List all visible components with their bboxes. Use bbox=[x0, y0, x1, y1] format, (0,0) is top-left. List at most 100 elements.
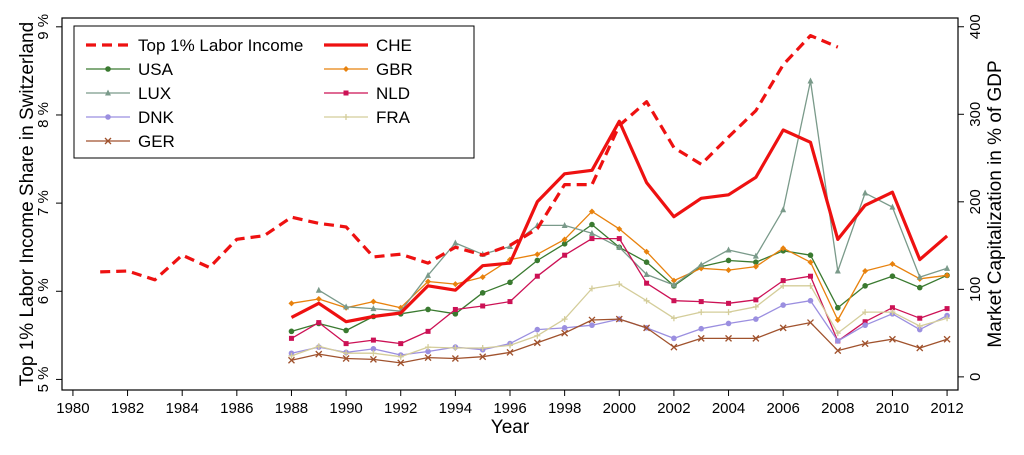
x-tick-label: 1984 bbox=[166, 400, 199, 417]
data-point-ger bbox=[315, 350, 323, 358]
data-point-nld bbox=[917, 315, 923, 321]
data-point-nld bbox=[671, 298, 677, 304]
legend-marker-dnk bbox=[105, 114, 111, 120]
data-point-ger bbox=[943, 335, 951, 343]
data-point-nld bbox=[425, 328, 431, 334]
x-tick-label: 2010 bbox=[876, 400, 909, 417]
data-point-nld bbox=[316, 320, 322, 326]
data-point-ger bbox=[342, 355, 350, 362]
data-point-gbr bbox=[752, 263, 759, 270]
data-point-gbr bbox=[479, 274, 486, 281]
legend-marker-nld bbox=[343, 90, 349, 96]
legend-label-top-1-labor-income: Top 1% Labor Income bbox=[138, 36, 303, 55]
data-point-fra bbox=[944, 315, 951, 322]
x-tick-label: 2000 bbox=[603, 400, 636, 417]
series-che bbox=[290, 119, 949, 324]
data-point-lux bbox=[834, 267, 841, 274]
data-point-nld bbox=[480, 303, 486, 309]
data-point-fra bbox=[397, 353, 404, 360]
data-point-ger bbox=[834, 347, 842, 355]
data-point-nld bbox=[452, 306, 458, 312]
data-point-lux bbox=[916, 273, 923, 280]
data-point-gbr bbox=[807, 259, 814, 266]
data-point-dnk bbox=[534, 326, 541, 333]
series-line-top-1-labor-income bbox=[100, 33, 839, 282]
data-point-nld bbox=[889, 305, 895, 311]
data-point-lux bbox=[315, 286, 322, 293]
data-point-lux bbox=[343, 303, 350, 310]
data-point-nld bbox=[288, 335, 294, 341]
data-point-nld bbox=[370, 337, 376, 343]
data-point-fra bbox=[588, 285, 595, 292]
data-point-usa bbox=[643, 259, 650, 266]
x-tick-label: 1988 bbox=[275, 400, 308, 417]
data-point-lux bbox=[507, 242, 513, 249]
data-point-ger bbox=[916, 344, 924, 352]
data-point-nld bbox=[534, 273, 540, 279]
x-tick-label: 1986 bbox=[220, 400, 253, 417]
data-point-ger bbox=[506, 348, 514, 356]
data-point-gbr bbox=[452, 281, 459, 288]
x-axis-title: Year bbox=[491, 417, 530, 438]
data-point-usa bbox=[725, 257, 732, 264]
data-point-fra bbox=[288, 352, 295, 359]
data-point-gbr bbox=[288, 300, 295, 307]
x-tick-label: 2006 bbox=[766, 400, 799, 417]
data-point-nld bbox=[780, 278, 786, 284]
y-right-tick-label: 0 bbox=[967, 373, 984, 381]
y-left-tick-label: 8 % bbox=[35, 102, 52, 128]
data-point-dnk bbox=[807, 297, 814, 304]
legend-box bbox=[73, 25, 475, 159]
data-point-nld bbox=[807, 273, 813, 279]
legend-marker-ger bbox=[104, 137, 112, 145]
data-point-gbr bbox=[370, 298, 377, 305]
y-axis-left-title: Top 1% Labor Income Share in Switzerland bbox=[17, 22, 38, 386]
data-point-usa bbox=[589, 221, 595, 228]
data-point-gbr bbox=[425, 278, 432, 285]
data-point-lux bbox=[370, 305, 377, 312]
data-point-gbr bbox=[780, 245, 787, 252]
data-point-fra bbox=[807, 282, 814, 289]
data-point-ger bbox=[670, 343, 678, 351]
x-tick-label: 1996 bbox=[493, 400, 526, 417]
data-point-gbr bbox=[862, 267, 869, 274]
data-point-lux bbox=[561, 221, 568, 228]
data-point-lux bbox=[862, 189, 869, 196]
x-tick-label: 1998 bbox=[548, 400, 581, 417]
data-point-ger bbox=[643, 324, 651, 332]
x-tick-label: 2008 bbox=[821, 400, 854, 417]
data-point-usa bbox=[452, 311, 459, 317]
data-point-dnk bbox=[835, 338, 841, 344]
data-point-usa bbox=[479, 290, 486, 296]
data-point-gbr bbox=[588, 208, 595, 215]
data-point-dnk bbox=[561, 325, 568, 331]
data-point-lux bbox=[643, 270, 650, 277]
legend-marker-fra bbox=[343, 114, 349, 120]
data-point-ger bbox=[588, 316, 596, 324]
data-point-lux bbox=[425, 271, 432, 278]
data-point-fra bbox=[670, 315, 677, 322]
data-point-lux bbox=[725, 246, 732, 253]
data-point-fra bbox=[916, 323, 923, 330]
data-point-dnk bbox=[698, 325, 705, 332]
y-left-tick-label: 9 % bbox=[35, 14, 52, 40]
data-point-fra bbox=[889, 309, 896, 316]
legend-label-ger: GER bbox=[138, 132, 175, 151]
data-point-lux bbox=[452, 239, 459, 246]
data-point-gbr bbox=[561, 236, 568, 243]
y-left-tick-label: 6 % bbox=[35, 278, 52, 304]
y-right-tick-label: 300 bbox=[967, 102, 984, 127]
data-point-lux bbox=[698, 261, 705, 268]
data-point-nld bbox=[698, 299, 704, 305]
data-point-usa bbox=[889, 273, 896, 280]
data-point-ger bbox=[779, 324, 787, 332]
data-point-fra bbox=[862, 309, 869, 316]
data-point-fra bbox=[725, 309, 732, 316]
y-left-tick-label: 5 % bbox=[35, 366, 52, 392]
data-point-usa bbox=[534, 257, 541, 264]
data-point-ger bbox=[369, 355, 377, 363]
data-point-gbr bbox=[670, 277, 677, 284]
data-point-ger bbox=[424, 354, 432, 362]
data-point-ger bbox=[888, 335, 896, 343]
x-tick-label: 2002 bbox=[657, 400, 690, 417]
